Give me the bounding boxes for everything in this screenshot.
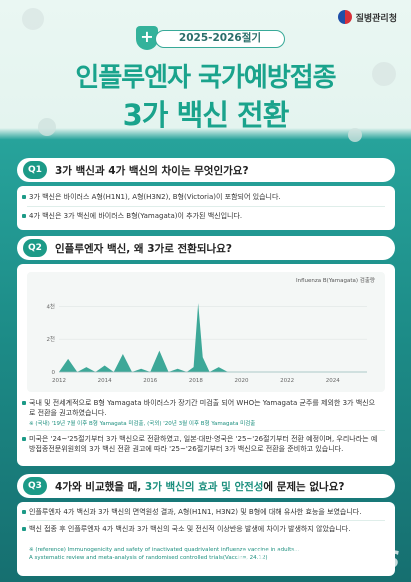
virus-decoration-icon bbox=[22, 8, 44, 30]
y-tick-label: 0 bbox=[52, 370, 56, 376]
chart-legend: Influenza B(Yamagata) 검출량 bbox=[295, 278, 375, 284]
q2-question: 인플루엔자 백신, 왜 3가로 전환되나요? bbox=[55, 242, 232, 255]
x-tick-label: 2022 bbox=[280, 378, 294, 384]
y-tick-label: 4천 bbox=[46, 302, 55, 310]
chart-svg: 0 2천 4천 2012 2014 2016 2018 2020 2022 2024 bbox=[46, 302, 367, 384]
q3-note: ※ (reference) Immunogenicity and safety … bbox=[29, 547, 300, 553]
y-tick-label: 2천 bbox=[46, 335, 55, 343]
page-title-line1: 인플루엔자 국가예방접종 bbox=[75, 63, 336, 93]
q1-bullet: 3가 백신은 바이러스 A형(H1N1), A형(H3N2), B형(Victo… bbox=[22, 192, 381, 202]
virus-decoration-icon bbox=[348, 128, 362, 142]
q3-question-bar: Q3 4가와 비교했을 때, 3가 백신의 효과 및 안전성에 문제는 없나요? bbox=[17, 474, 395, 498]
q1-bullet: 4가 백신은 3가 백신에 바이러스 B형(Yamagata)이 추가된 백신입… bbox=[22, 211, 381, 221]
q3-badge: Q3 bbox=[23, 477, 47, 495]
divider bbox=[27, 206, 385, 207]
divider bbox=[27, 430, 385, 431]
q1-question-bar: Q1 3가 백신과 4가 백신의 차이는 무엇인가요? bbox=[17, 158, 395, 182]
q3-note: A systematic review and meta-analysis of… bbox=[29, 555, 268, 561]
x-tick-label: 2024 bbox=[326, 378, 340, 384]
q3-question: 4가와 비교했을 때, 3가 백신의 효과 및 안전성에 문제는 없나요? bbox=[55, 479, 344, 494]
x-tick-label: 2012 bbox=[52, 378, 66, 384]
season-badge: 2025-2026절기 bbox=[155, 30, 285, 48]
watermark: STAR NEWS bbox=[234, 546, 401, 574]
header: 질병관리청 + 2025-2026절기 인플루엔자 국가예방접종 3가 백신 전… bbox=[0, 0, 411, 150]
divider bbox=[27, 520, 385, 521]
kdca-logo: 질병관리청 bbox=[337, 10, 397, 24]
x-tick-label: 2014 bbox=[98, 378, 112, 384]
x-tick-label: 2020 bbox=[235, 378, 249, 384]
yamagata-chart: Influenza B(Yamagata) 검출량 0 2천 4천 2012 2014 2… bbox=[27, 272, 385, 392]
area-series bbox=[59, 303, 354, 372]
virus-decoration-icon bbox=[38, 118, 56, 136]
q1-answer-card: 3가 백신은 바이러스 A형(H1N1), A형(H3N2), B형(Victo… bbox=[17, 186, 395, 230]
q3-question-post: 에 문제는 없나요? bbox=[263, 480, 345, 493]
q3-question-accent: 3가 백신의 효과 및 안전성 bbox=[144, 480, 264, 493]
q3-bullet: 인플루엔자 4가 백신과 3가 백신의 면역원성 결과, A형(H1N1, H3… bbox=[22, 507, 381, 517]
x-tick-label: 2018 bbox=[189, 378, 203, 384]
taegeuk-icon bbox=[337, 10, 352, 24]
q3-bullet: 백신 접종 후 인플루엔자 4가 백신과 3가 백신의 국소 및 전신적 이상반… bbox=[22, 524, 381, 534]
q1-badge: Q1 bbox=[23, 161, 47, 179]
q1-question: 3가 백신과 4가 백신의 차이는 무엇인가요? bbox=[55, 164, 249, 177]
q2-bullet: 미국은 '24~'25절기부터 3가 백신으로 전환하였고, 일본·대만·영국은… bbox=[22, 434, 381, 454]
q2-note: ※ (국내) '19년 7월 이후 B형 Yamagata 미검출, (국외) … bbox=[29, 421, 256, 427]
q3-question-pre: 4가와 비교했을 때, bbox=[55, 480, 145, 493]
q2-answer-card: Influenza B(Yamagata) 검출량 0 2천 4천 2012 2014 2… bbox=[17, 264, 395, 466]
q2-badge: Q2 bbox=[23, 239, 47, 257]
logo-text: 질병관리청 bbox=[355, 13, 397, 24]
q2-question-bar: Q2 인플루엔자 백신, 왜 3가로 전환되나요? bbox=[17, 236, 395, 260]
q3-answer-card: 인플루엔자 4가 백신과 3가 백신의 면역원성 결과, A형(H1N1, H3… bbox=[17, 502, 395, 576]
page-title-line2: 3가 백신 전환 bbox=[122, 98, 290, 132]
medical-shield-icon: + bbox=[136, 26, 158, 50]
x-tick-label: 2016 bbox=[143, 378, 157, 384]
virus-decoration-icon bbox=[372, 62, 396, 86]
q2-bullet: 국내 및 전세계적으로 B형 Yamagata 바이러스가 장기간 미검출 되어… bbox=[22, 398, 381, 418]
